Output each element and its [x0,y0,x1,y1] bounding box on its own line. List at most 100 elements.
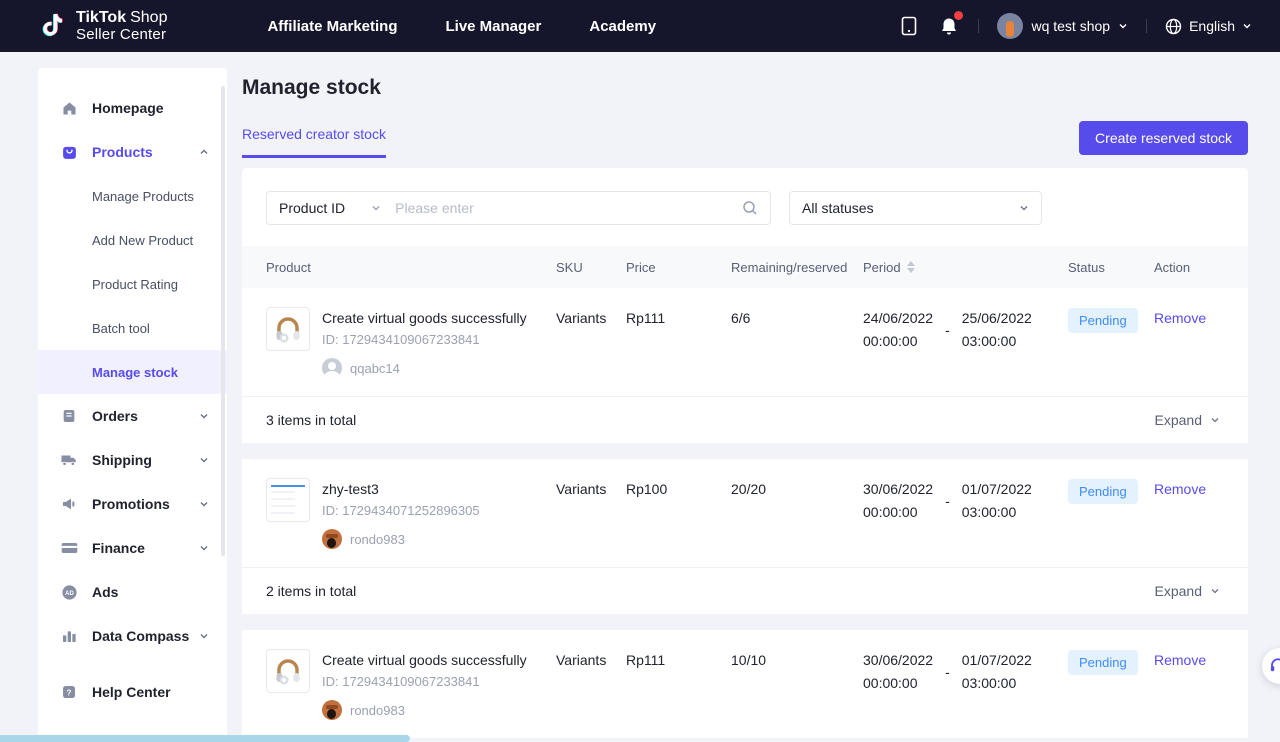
creator: rondo983 [322,700,527,720]
sidebar-item-data-compass[interactable]: Data Compass [38,614,227,658]
sidebar-item-help-center[interactable]: ? Help Center [38,670,227,714]
sidebar-item-ads[interactable]: AD Ads [38,570,227,614]
remove-link[interactable]: Remove [1154,649,1224,668]
products-bag-icon [60,143,78,161]
creator-avatar [322,358,342,378]
status-cell: Pending [1068,649,1154,675]
sidebar-item-product-rating[interactable]: Product Rating [38,262,227,306]
sidebar-item-add-new-product[interactable]: Add New Product [38,218,227,262]
remaining-cell: 6/6 [731,307,863,326]
period-cell: 30/06/202200:00:00 - 01/07/202203:00:00 [863,649,1068,691]
period-start-date: 30/06/2022 [863,481,933,497]
brand-logo[interactable]: TikTokShop Seller Center [40,9,167,43]
chevron-down-icon [199,499,209,509]
nav-academy[interactable]: Academy [589,18,656,35]
tab-bar: Reserved creator stock Create reserved s… [242,126,1248,168]
create-reserved-stock-button[interactable]: Create reserved stock [1079,121,1248,155]
chevron-down-icon [199,411,209,421]
shop-switcher[interactable]: wq test shop [997,13,1128,39]
home-icon [60,99,78,117]
period-cell: 30/06/202200:00:00 - 01/07/202203:00:00 [863,478,1068,520]
expand-button[interactable]: Expand [1155,412,1220,428]
horizontal-scrollbar[interactable] [0,735,410,742]
creator-avatar [322,700,342,720]
sidebar-item-homepage[interactable]: Homepage [38,86,227,130]
items-total-label: 2 items in total [266,583,356,599]
truck-icon [60,451,78,469]
expand-label: Expand [1155,583,1202,599]
sort-icon[interactable] [907,261,915,273]
stock-table-block-3: Create virtual goods successfully ID: 17… [242,630,1248,738]
sidebar-item-batch-tool[interactable]: Batch tool [38,306,227,350]
period-end-time: 03:00:00 [962,333,1032,349]
brand-text: TikTokShop Seller Center [76,9,167,43]
help-icon: ? [60,683,78,701]
support-floating-button[interactable] [1262,648,1280,684]
notification-badge [954,11,963,20]
price-cell: Rp100 [626,478,731,497]
status-cell: Pending [1068,307,1154,333]
main-content: Manage stock Reserved creator stock Crea… [242,52,1248,738]
chevron-down-icon [1242,21,1252,31]
period-separator: - [945,322,950,338]
sidebar-item-shipping[interactable]: Shipping [38,438,227,482]
shop-avatar [997,13,1023,39]
period-start-date: 24/06/2022 [863,310,933,326]
language-selector[interactable]: English [1165,18,1252,35]
mobile-app-icon[interactable] [898,15,920,37]
search-field-select[interactable]: Product ID [279,200,381,216]
creator-avatar [322,529,342,549]
product-id: ID: 1729434071252896305 [322,503,480,518]
sidebar-item-label: Orders [92,408,199,424]
items-total-label: 3 items in total [266,412,356,428]
search-icon[interactable] [742,200,758,216]
sidebar-item-label: Homepage [92,100,209,116]
tiktok-icon [40,11,66,41]
status-filter-select[interactable]: All statuses [789,191,1042,225]
nav-affiliate-marketing[interactable]: Affiliate Marketing [267,18,397,35]
table-row: Create virtual goods successfully ID: 17… [242,288,1248,396]
period-end-time: 03:00:00 [962,675,1032,691]
chevron-down-icon [1019,203,1029,213]
product-id: ID: 1729434109067233841 [322,332,527,347]
search-input[interactable] [395,200,742,216]
period-start-time: 00:00:00 [863,675,933,691]
sidebar-item-promotions[interactable]: Promotions [38,482,227,526]
sidebar-item-products[interactable]: Products [38,130,227,174]
col-sku: SKU [556,260,626,275]
product-name[interactable]: zhy-test3 [322,480,480,498]
product-thumbnail-page [266,478,310,522]
chevron-down-icon [371,203,381,213]
header-actions: wq test shop English [898,13,1252,39]
sidebar-scrollbar[interactable] [221,86,225,556]
period-end-date: 01/07/2022 [962,481,1032,497]
svg-text:?: ? [67,688,72,697]
expand-button[interactable]: Expand [1155,583,1220,599]
sidebar-item-manage-stock[interactable]: Manage stock [38,350,227,394]
sidebar-item-label: Ads [92,584,209,600]
status-filter-value: All statuses [802,200,874,216]
nav-live-manager[interactable]: Live Manager [446,18,542,35]
period-end-time: 03:00:00 [962,504,1032,520]
chevron-down-icon [199,631,209,641]
status-badge: Pending [1068,650,1138,675]
top-header: TikTokShop Seller Center Affiliate Marke… [0,0,1280,52]
sidebar-item-finance[interactable]: Finance [38,526,227,570]
sidebar-item-manage-products[interactable]: Manage Products [38,174,227,218]
tab-reserved-creator-stock[interactable]: Reserved creator stock [242,126,386,158]
shop-name: wq test shop [1031,18,1110,34]
sidebar-item-orders[interactable]: Orders [38,394,227,438]
notifications-bell-icon[interactable] [938,15,960,37]
remove-link[interactable]: Remove [1154,478,1224,497]
chevron-up-icon [199,147,209,157]
product-name[interactable]: Create virtual goods successfully [322,651,527,669]
sidebar-item-label: Data Compass [92,628,199,644]
group-summary-row: 2 items in total Expand [242,567,1248,614]
period-start-time: 00:00:00 [863,333,933,349]
table-row: zhy-test3 ID: 1729434071252896305 rondo9… [242,459,1248,567]
period-end-date: 01/07/2022 [962,652,1032,668]
bar-chart-icon [60,627,78,645]
product-name[interactable]: Create virtual goods successfully [322,309,527,327]
remove-link[interactable]: Remove [1154,307,1224,326]
divider [978,19,979,33]
